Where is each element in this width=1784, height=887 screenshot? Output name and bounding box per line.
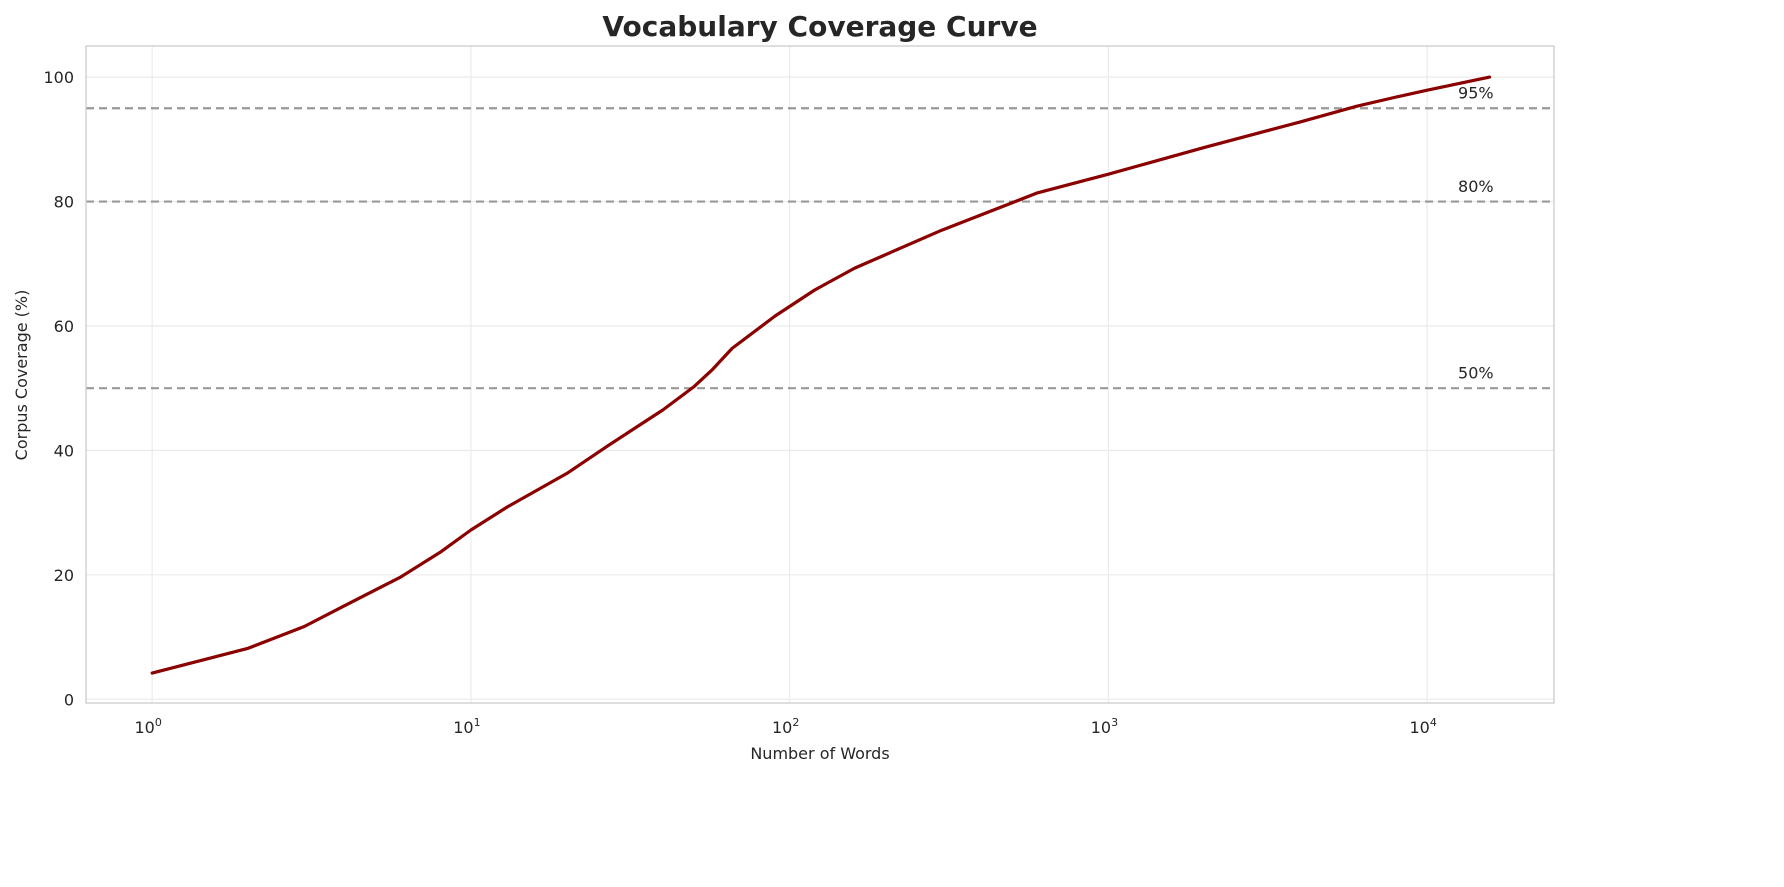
plot-frame xyxy=(85,45,1555,704)
y-tick-label: 40 xyxy=(54,441,74,460)
x-tick-label: 102 xyxy=(772,716,799,737)
chart-title: Vocabulary Coverage Curve xyxy=(602,10,1037,43)
coverage-line xyxy=(150,75,1492,675)
y-tick-label: 0 xyxy=(64,690,74,709)
y-tick-label: 80 xyxy=(54,193,74,212)
y-axis-label: Corpus Coverage (%) xyxy=(12,290,31,461)
y-tick-label: 100 xyxy=(43,68,74,87)
y-axis: 0 20 40 60 80 100 xyxy=(43,68,74,709)
series xyxy=(150,75,1492,675)
x-tick-label: 104 xyxy=(1409,716,1436,737)
grid xyxy=(86,46,1554,703)
y-tick-label: 60 xyxy=(54,317,74,336)
reference-label-95: 95% xyxy=(1458,84,1494,103)
reference-lines: 95% 80% 50% xyxy=(86,84,1554,390)
x-tick-label: 103 xyxy=(1091,716,1118,737)
x-tick-label: 101 xyxy=(453,716,480,737)
y-tick-label: 20 xyxy=(54,566,74,585)
reference-label-50: 50% xyxy=(1458,364,1494,383)
x-tick-label: 100 xyxy=(134,716,161,737)
x-axis-label: Number of Words xyxy=(750,744,889,763)
x-axis: 100 101 102 103 104 xyxy=(134,716,1436,737)
reference-label-80: 80% xyxy=(1458,177,1494,196)
